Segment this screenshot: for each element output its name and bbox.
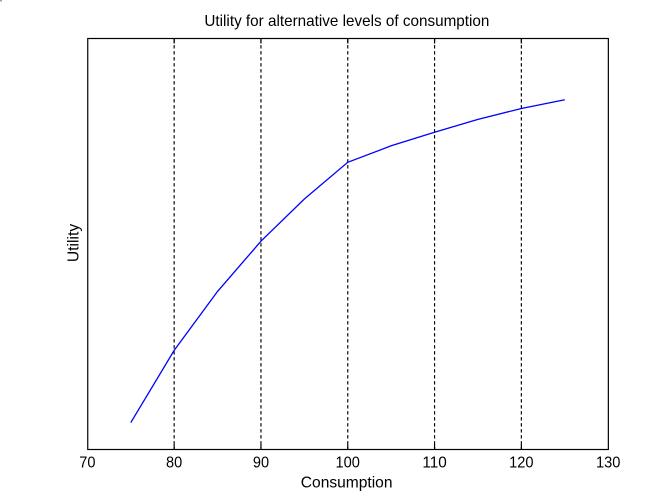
svg-text:Utility for alternative levels: Utility for alternative levels of consum… — [204, 13, 489, 30]
svg-text:120: 120 — [509, 454, 533, 471]
svg-text:100: 100 — [336, 454, 360, 471]
svg-text:80: 80 — [166, 454, 182, 471]
svg-text:130: 130 — [596, 454, 620, 471]
svg-text:90: 90 — [253, 454, 269, 471]
svg-text:70: 70 — [79, 454, 95, 471]
svg-text:110: 110 — [422, 454, 446, 471]
svg-text:Utility: Utility — [66, 224, 83, 262]
svg-text:Consumption: Consumption — [301, 475, 393, 492]
